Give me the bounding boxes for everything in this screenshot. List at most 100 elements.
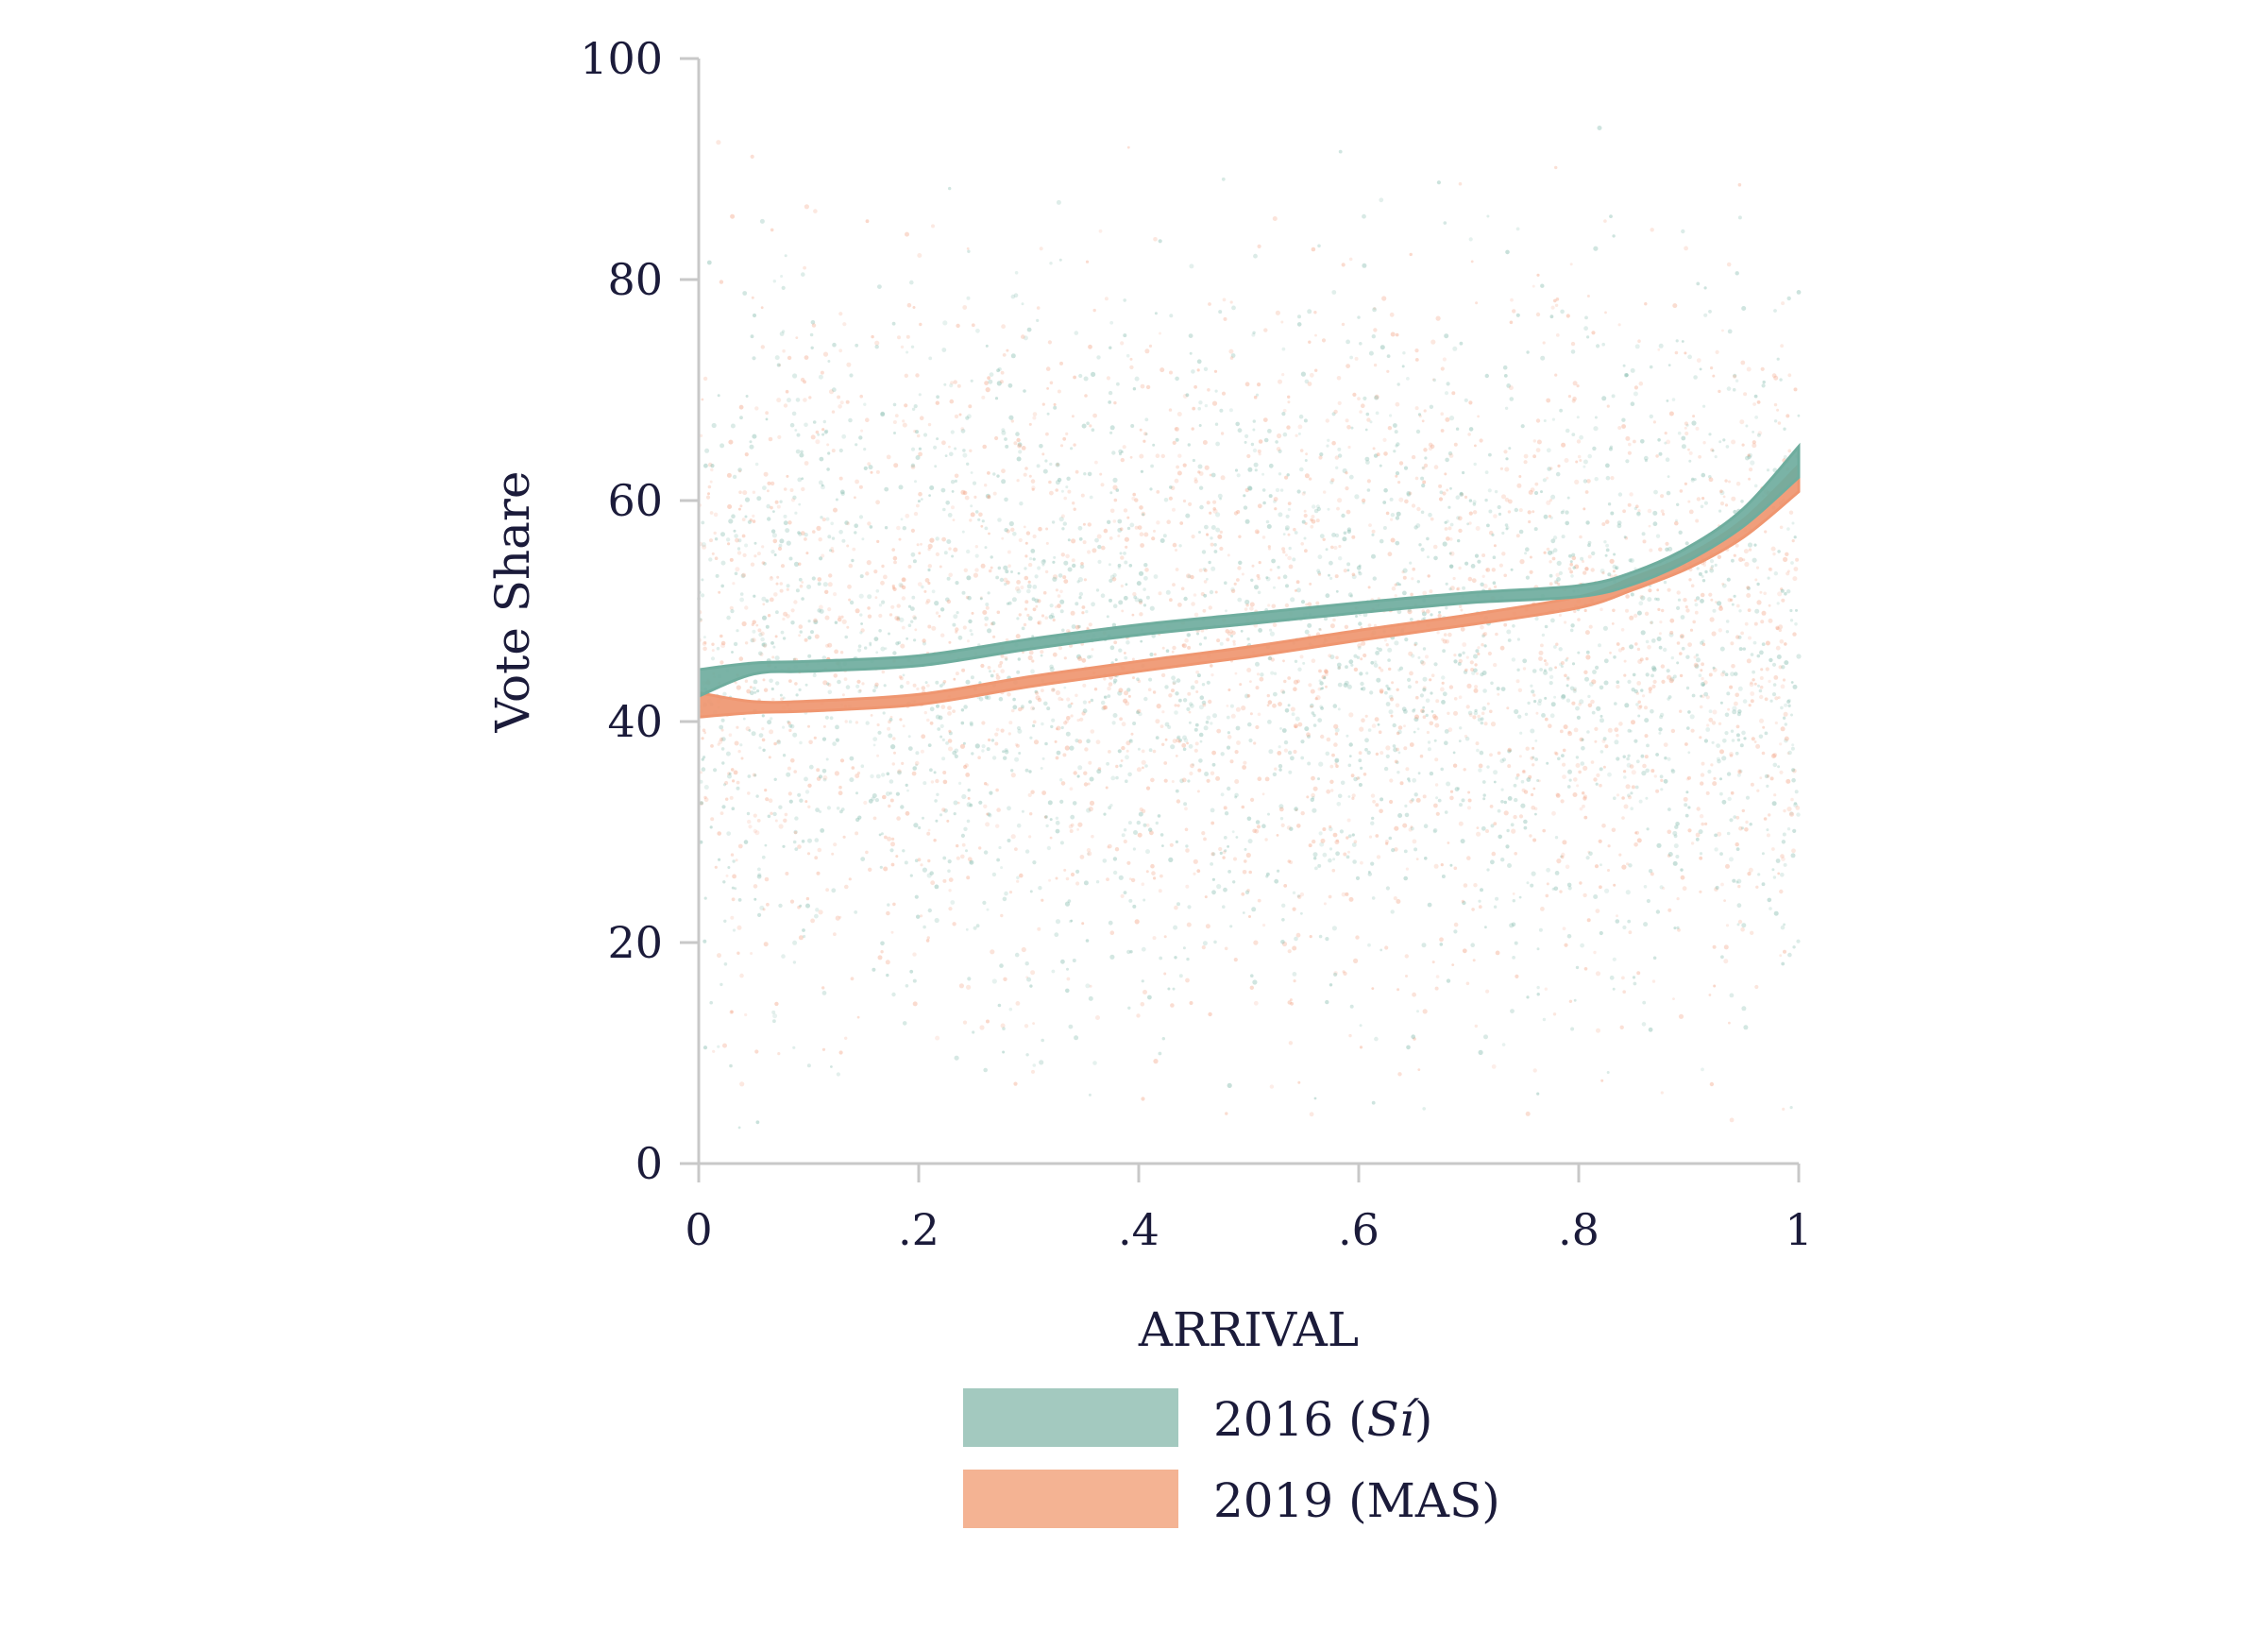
scatter-point — [735, 858, 738, 862]
scatter-point — [973, 495, 977, 500]
scatter-point — [726, 472, 732, 478]
scatter-point — [1139, 612, 1143, 617]
scatter-point — [969, 859, 974, 865]
scatter-point — [1597, 126, 1602, 130]
scatter-point — [1013, 441, 1018, 446]
scatter-point — [898, 484, 904, 490]
scatter-point — [1346, 364, 1350, 368]
scatter-point — [1768, 679, 1771, 684]
scatter-point — [1658, 451, 1663, 456]
scatter-point — [1001, 428, 1006, 433]
scatter-point — [1303, 513, 1308, 518]
scatter-point — [1367, 870, 1371, 874]
scatter-point — [833, 507, 838, 513]
scatter-point — [1274, 767, 1278, 771]
scatter-point — [1477, 652, 1481, 656]
scatter-point — [718, 590, 721, 594]
scatter-point — [1520, 424, 1525, 429]
scatter-point — [726, 831, 732, 836]
scatter-point — [1522, 667, 1527, 671]
scatter-point — [1014, 952, 1020, 958]
scatter-point — [1425, 713, 1429, 718]
scatter-point — [1294, 725, 1297, 728]
scatter-point — [1001, 468, 1006, 474]
scatter-point — [894, 414, 899, 417]
scatter-point — [1197, 464, 1203, 469]
scatter-point — [1272, 772, 1278, 777]
scatter-point — [1796, 290, 1802, 295]
scatter-point — [1482, 632, 1488, 637]
scatter-point — [1076, 580, 1080, 584]
scatter-point — [844, 884, 849, 890]
scatter-point — [1159, 956, 1163, 960]
scatter-point — [1590, 699, 1595, 705]
scatter-point — [739, 592, 744, 596]
scatter-point — [1737, 769, 1742, 774]
scatter-point — [1081, 711, 1086, 716]
scatter-point — [1211, 750, 1216, 756]
scatter-point — [1475, 649, 1480, 654]
scatter-point — [1738, 557, 1744, 562]
scatter-point — [708, 557, 713, 562]
scatter-point — [815, 430, 820, 434]
scatter-point — [1067, 489, 1072, 494]
scatter-point — [1411, 454, 1416, 460]
scatter-point — [1422, 676, 1428, 682]
scatter-point — [720, 532, 725, 537]
scatter-point — [1656, 597, 1660, 602]
scatter-point — [1724, 731, 1729, 736]
scatter-point — [1532, 454, 1536, 459]
scatter-point — [799, 798, 804, 803]
scatter-point — [1571, 399, 1576, 403]
scatter-point — [1004, 891, 1008, 896]
scatter-point — [1176, 736, 1180, 740]
scatter-point — [751, 296, 754, 299]
scatter-point — [1140, 543, 1144, 548]
scatter-point — [860, 622, 863, 625]
scatter-point — [1103, 705, 1109, 710]
scatter-point — [1126, 640, 1130, 645]
scatter-point — [1386, 369, 1390, 373]
scatter-point — [1032, 534, 1037, 539]
scatter-point — [1102, 858, 1108, 863]
scatter-point — [1609, 651, 1612, 654]
scatter-point — [1540, 643, 1544, 648]
scatter-point — [907, 604, 912, 608]
scatter-point — [1565, 520, 1569, 526]
scatter-point — [856, 679, 861, 684]
scatter-point — [1656, 637, 1662, 641]
scatter-point — [1676, 605, 1681, 611]
scatter-point — [1385, 684, 1389, 688]
scatter-point — [1281, 412, 1286, 416]
scatter-point — [1606, 404, 1610, 408]
scatter-point — [971, 323, 975, 328]
scatter-point — [1103, 677, 1107, 681]
scatter-point — [1402, 823, 1408, 828]
scatter-point — [943, 551, 948, 555]
scatter-point — [1594, 416, 1598, 419]
scatter-point — [1266, 872, 1270, 876]
scatter-point — [927, 581, 931, 586]
scatter-point — [1057, 389, 1061, 394]
scatter-point — [878, 833, 882, 837]
scatter-point — [1041, 756, 1045, 760]
scatter-point — [1666, 490, 1671, 496]
scatter-point — [1230, 713, 1236, 719]
scatter-point — [1395, 540, 1400, 546]
scatter-point — [1639, 594, 1644, 600]
scatter-point — [1328, 654, 1332, 658]
scatter-point — [1159, 874, 1163, 878]
scatter-point — [1253, 1000, 1259, 1006]
scatter-point — [1251, 332, 1256, 337]
scatter-point — [711, 552, 715, 555]
scatter-point — [1478, 763, 1483, 769]
scatter-point — [1252, 979, 1258, 985]
scatter-point — [1560, 665, 1564, 669]
scatter-point — [1486, 702, 1490, 706]
scatter-point — [906, 334, 910, 339]
scatter-point — [1421, 709, 1425, 713]
scatter-point — [1337, 682, 1343, 688]
scatter-point — [1144, 568, 1149, 572]
scatter-point — [1453, 654, 1457, 657]
scatter-point — [1006, 602, 1010, 605]
